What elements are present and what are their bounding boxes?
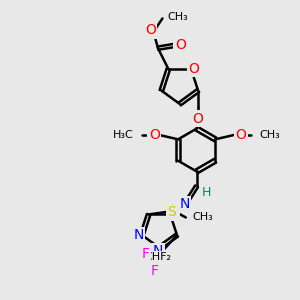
Text: N: N	[179, 197, 190, 211]
Text: CH₃: CH₃	[259, 130, 280, 140]
Text: N: N	[153, 244, 163, 258]
Text: F: F	[142, 248, 150, 261]
Text: O: O	[193, 112, 203, 126]
Text: O: O	[145, 23, 156, 37]
Text: CH₃: CH₃	[167, 12, 188, 22]
Text: O: O	[175, 38, 186, 52]
Text: CHF₂: CHF₂	[144, 252, 171, 262]
Text: O: O	[236, 128, 246, 142]
Text: S: S	[167, 205, 176, 218]
Text: N: N	[168, 206, 178, 220]
Text: CH₃: CH₃	[192, 212, 213, 222]
Text: F: F	[151, 264, 159, 278]
Text: N: N	[133, 228, 144, 242]
Text: H: H	[202, 186, 211, 199]
Text: O: O	[188, 62, 199, 76]
Text: H₃C: H₃C	[113, 130, 134, 140]
Text: O: O	[149, 128, 160, 142]
